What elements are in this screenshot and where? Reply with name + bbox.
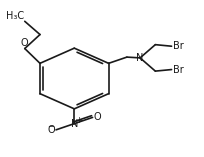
Text: O: O <box>47 125 55 135</box>
Text: −: − <box>47 122 54 131</box>
Text: Br: Br <box>172 41 182 51</box>
Text: +: + <box>75 116 82 125</box>
Text: N: N <box>70 119 78 129</box>
Text: O: O <box>21 38 28 48</box>
Text: H₃C: H₃C <box>6 11 24 21</box>
Text: N: N <box>136 53 143 63</box>
Text: Br: Br <box>172 65 182 75</box>
Text: O: O <box>93 112 101 122</box>
